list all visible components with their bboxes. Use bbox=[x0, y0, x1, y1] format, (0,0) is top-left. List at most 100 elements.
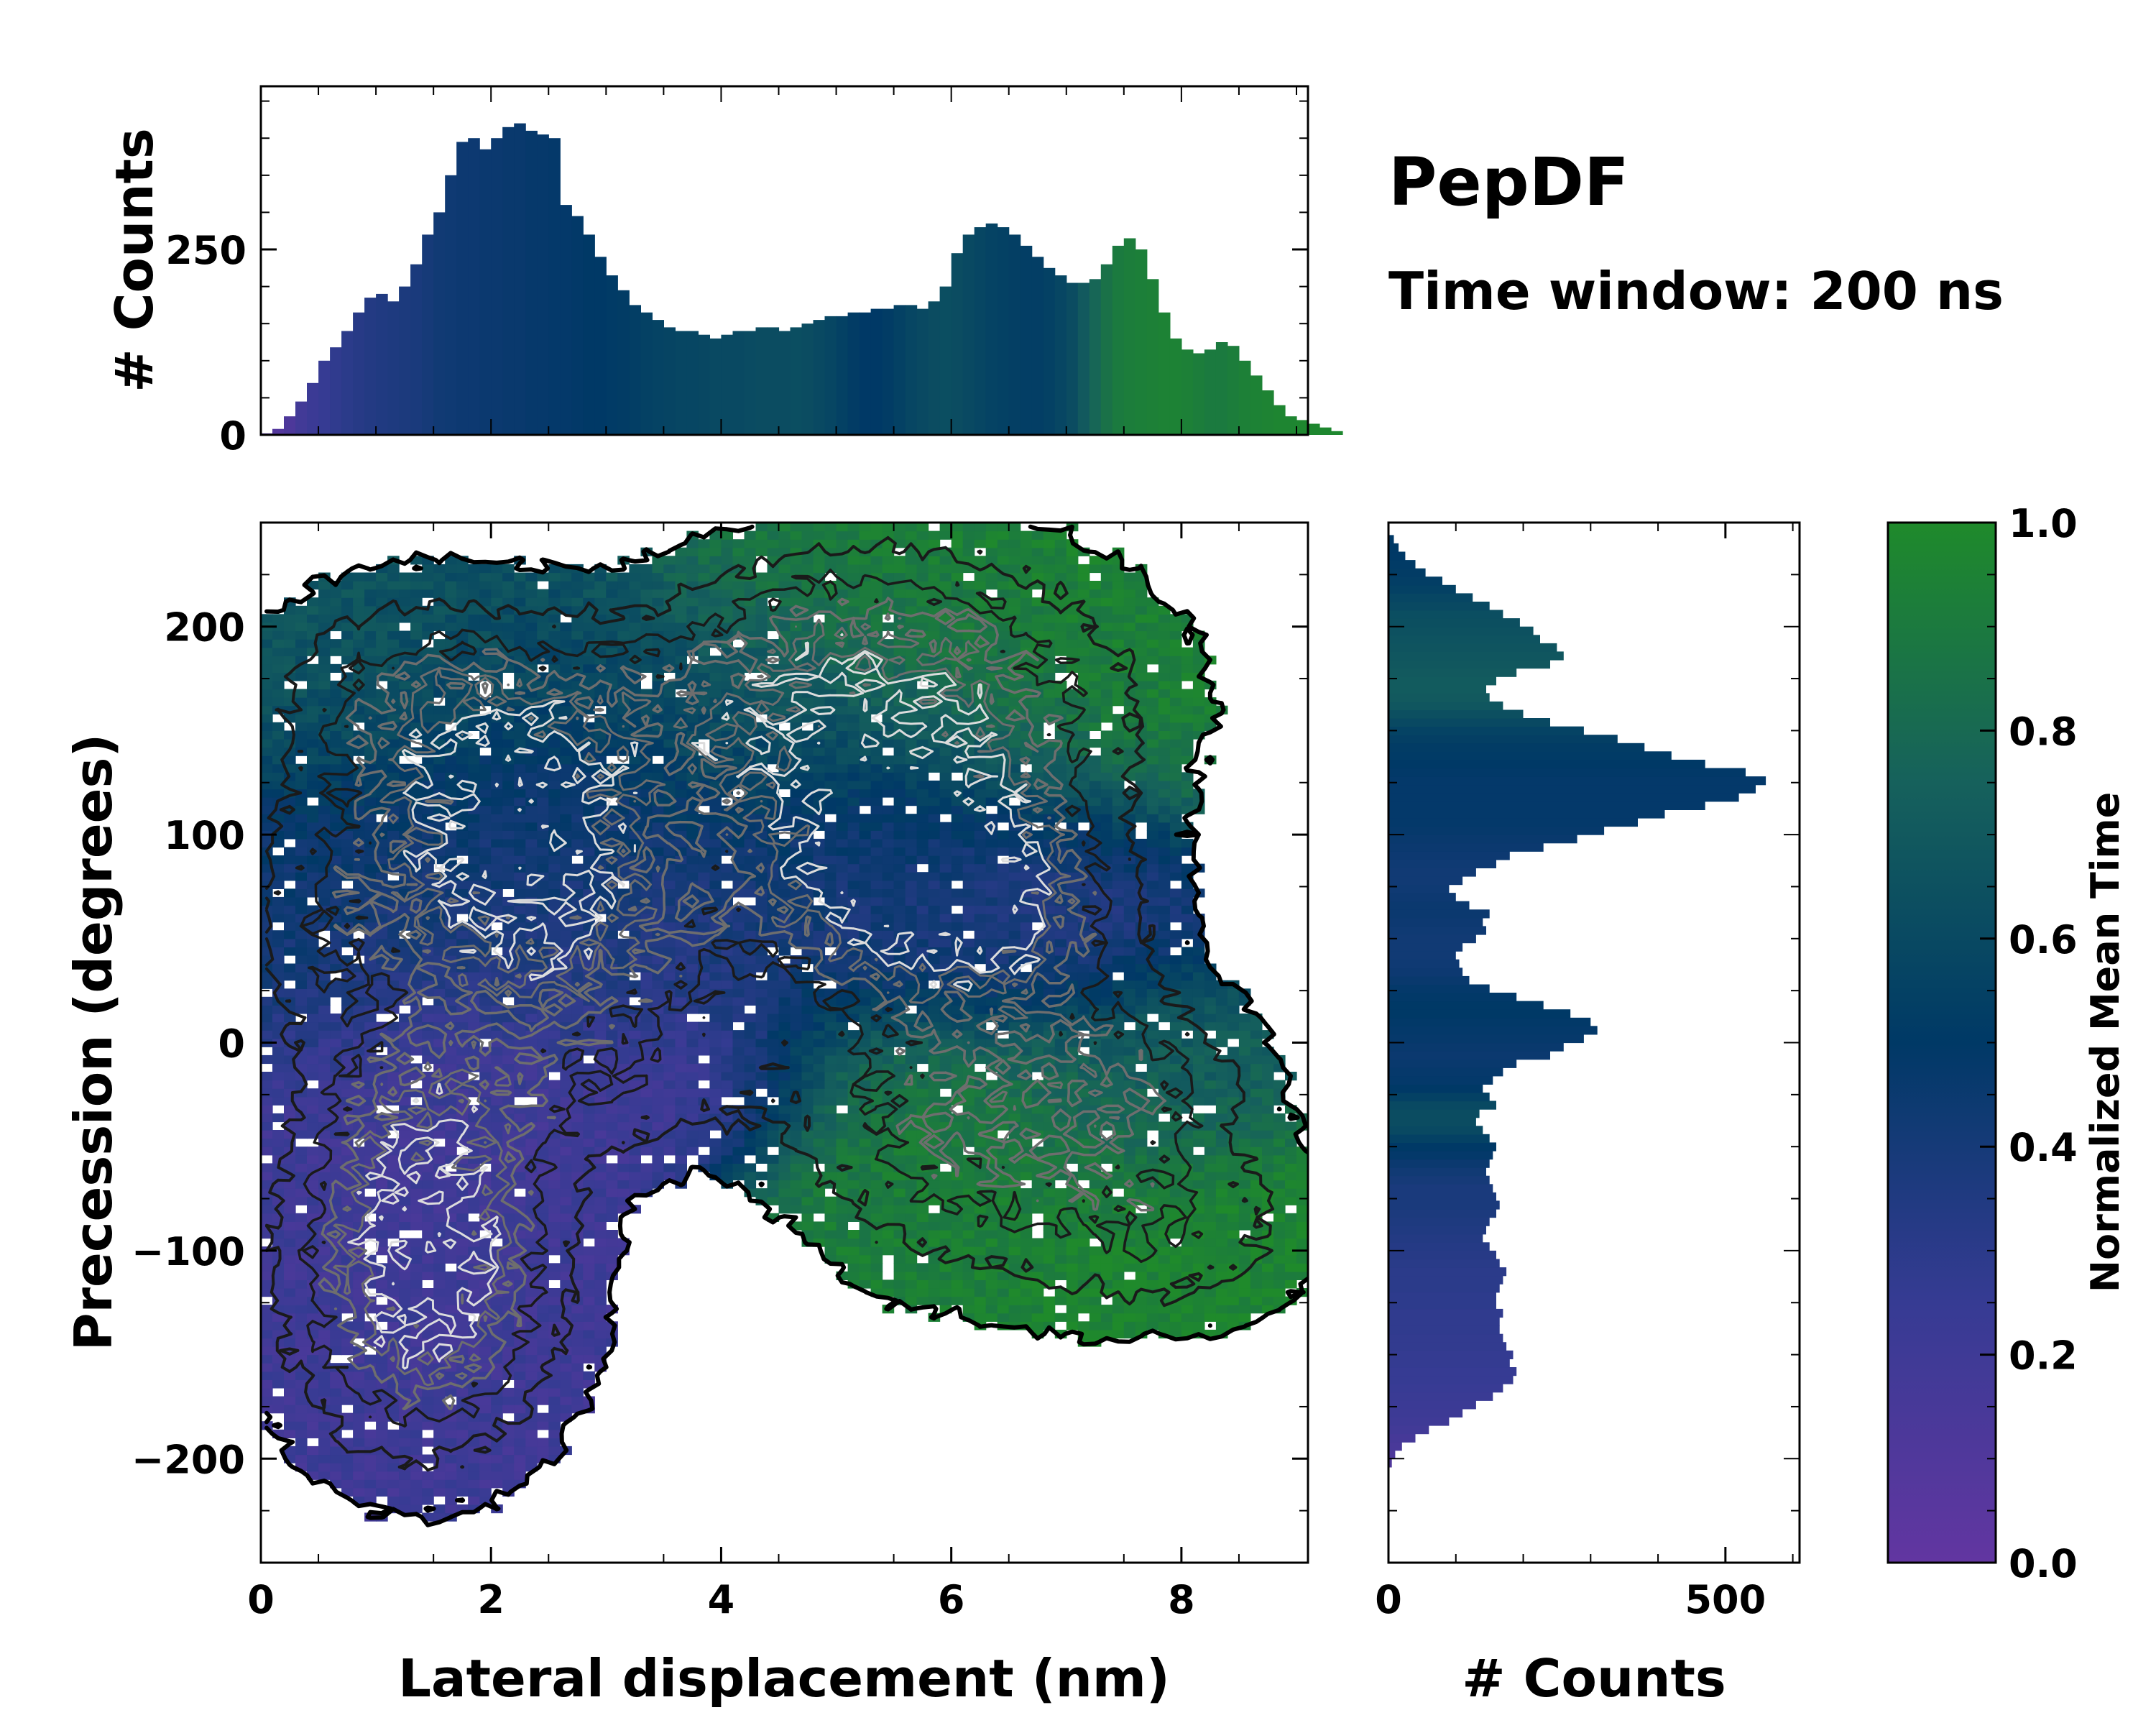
heatmap-cell bbox=[307, 1105, 319, 1113]
heatmap-cell bbox=[422, 1288, 434, 1297]
heatmap-cell bbox=[514, 906, 526, 914]
top-histogram-bar bbox=[779, 331, 791, 436]
heatmap-cell bbox=[272, 1063, 285, 1072]
heatmap-cell bbox=[341, 1455, 354, 1463]
heatmap-cell bbox=[952, 1022, 964, 1031]
heatmap-cell bbox=[756, 988, 768, 997]
heatmap-cell bbox=[825, 1163, 837, 1172]
heatmap-cell bbox=[468, 964, 480, 973]
heatmap-cell bbox=[399, 1471, 411, 1480]
top-histogram-bar bbox=[364, 298, 377, 435]
heatmap-cell bbox=[698, 872, 710, 881]
heatmap-cell bbox=[387, 1479, 400, 1488]
heatmap-cell bbox=[975, 872, 987, 881]
heatmap-cell bbox=[1112, 1279, 1125, 1288]
heatmap-cell bbox=[986, 1238, 998, 1247]
heatmap-cell bbox=[433, 1471, 446, 1480]
heatmap-cell bbox=[663, 922, 676, 931]
heatmap-cell bbox=[1067, 1005, 1079, 1014]
heatmap-cell bbox=[871, 1055, 883, 1064]
heatmap-cell bbox=[560, 1188, 572, 1197]
heatmap-cell bbox=[295, 1146, 308, 1155]
heatmap-cell bbox=[261, 1005, 273, 1014]
heatmap-cell bbox=[1158, 1030, 1171, 1039]
heatmap-cell bbox=[560, 1371, 572, 1380]
heatmap-cell bbox=[1285, 1155, 1297, 1164]
heatmap-cell bbox=[1147, 1122, 1159, 1131]
heatmap-cell bbox=[640, 1014, 653, 1022]
heatmap-cell bbox=[1181, 1246, 1194, 1255]
heatmap-cell bbox=[1181, 955, 1194, 964]
heatmap-cell bbox=[1239, 1022, 1251, 1031]
heatmap-cell bbox=[479, 1397, 492, 1405]
heatmap-cell bbox=[1135, 980, 1148, 989]
heatmap-cell bbox=[1135, 1238, 1148, 1247]
heatmap-cell bbox=[548, 1421, 561, 1430]
heatmap-cell bbox=[825, 1030, 837, 1039]
heatmap-cell bbox=[860, 897, 872, 906]
heatmap-cell bbox=[1216, 1205, 1228, 1213]
heatmap-cell bbox=[1147, 914, 1159, 922]
heatmap-cell bbox=[525, 888, 538, 897]
heatmap-cell bbox=[583, 1305, 595, 1313]
heatmap-cell bbox=[733, 1039, 745, 1047]
heatmap-cell bbox=[745, 997, 757, 1006]
heatmap-cell bbox=[883, 914, 895, 922]
heatmap-cell bbox=[1089, 1047, 1102, 1055]
heatmap-cell bbox=[1112, 1080, 1125, 1089]
heatmap-cell bbox=[514, 1446, 526, 1455]
heatmap-cell bbox=[1227, 1297, 1240, 1305]
heatmap-cell bbox=[986, 1305, 998, 1313]
heatmap-cell bbox=[871, 1113, 883, 1122]
heatmap-cell bbox=[871, 1263, 883, 1272]
heatmap-cell bbox=[963, 1246, 975, 1255]
heatmap-cell bbox=[998, 1155, 1010, 1164]
heatmap-cell bbox=[1216, 1014, 1228, 1022]
heatmap-cell bbox=[848, 1172, 860, 1180]
heatmap-cell bbox=[1273, 1197, 1286, 1205]
heatmap-cell bbox=[1204, 980, 1217, 989]
heatmap-cell bbox=[261, 1379, 273, 1388]
top-histogram-bar bbox=[422, 234, 434, 435]
top-histogram-bar bbox=[1101, 265, 1113, 435]
heatmap-cell bbox=[860, 1272, 872, 1280]
heatmap-cell bbox=[906, 1014, 918, 1022]
heatmap-cell bbox=[917, 1221, 929, 1230]
heatmap-cell bbox=[491, 1479, 503, 1488]
heatmap-cell bbox=[1262, 1288, 1274, 1297]
heatmap-cell bbox=[640, 955, 653, 964]
heatmap-cell bbox=[756, 1047, 768, 1055]
heatmap-cell bbox=[652, 1080, 664, 1089]
heatmap-cell bbox=[1032, 1321, 1044, 1330]
heatmap-cell bbox=[675, 872, 687, 881]
top-histogram-bar bbox=[445, 175, 457, 435]
heatmap-cell bbox=[318, 1430, 331, 1438]
heatmap-cell bbox=[791, 997, 803, 1006]
heatmap-cell bbox=[1089, 1330, 1102, 1338]
heatmap-cell bbox=[1055, 1246, 1067, 1255]
heatmap-cell bbox=[768, 1014, 780, 1022]
heatmap-cell bbox=[284, 1388, 296, 1397]
heatmap-cell bbox=[410, 1338, 423, 1346]
heatmap-cell bbox=[1262, 1122, 1274, 1131]
heatmap-cell bbox=[733, 1139, 745, 1147]
heatmap-cell bbox=[1181, 1130, 1194, 1139]
heatmap-cell bbox=[1193, 1255, 1205, 1264]
top-histogram-bar bbox=[883, 309, 895, 435]
heatmap-cell bbox=[1170, 1321, 1182, 1330]
heatmap-cell bbox=[433, 1205, 446, 1213]
heatmap-cell bbox=[617, 1155, 630, 1164]
heatmap-cell bbox=[1250, 1047, 1263, 1055]
heatmap-cell bbox=[422, 1471, 434, 1480]
heatmap-cell bbox=[445, 1488, 457, 1497]
heatmap-cell bbox=[330, 1446, 342, 1455]
heatmap-cell bbox=[629, 1097, 641, 1106]
top-histogram-bar bbox=[410, 265, 423, 435]
heatmap-cell bbox=[1250, 1297, 1263, 1305]
heatmap-cell bbox=[1021, 1172, 1033, 1180]
heatmap-cell bbox=[779, 980, 791, 989]
heatmap-cell bbox=[502, 1438, 515, 1446]
heatmap-cell bbox=[756, 906, 768, 914]
heatmap-cell bbox=[1147, 997, 1159, 1006]
heatmap-cell bbox=[261, 1263, 273, 1272]
